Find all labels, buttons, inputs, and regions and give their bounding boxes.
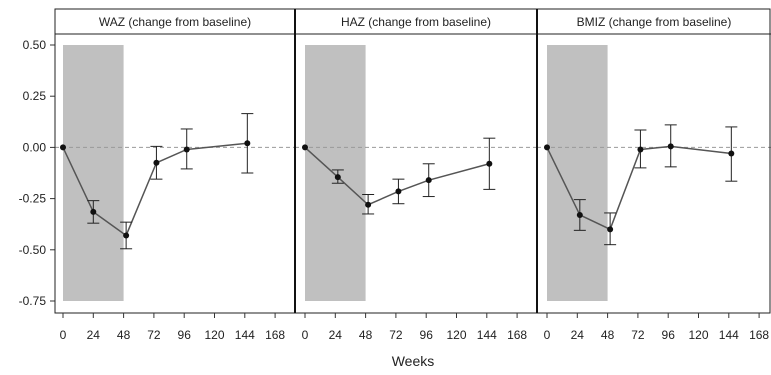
data-point — [576, 211, 583, 218]
x-tick-label: 120 — [204, 328, 224, 342]
shaded-treatment-region — [63, 45, 124, 301]
data-point — [153, 159, 160, 166]
series-line — [304, 146, 490, 206]
data-point — [365, 201, 372, 208]
data-point — [395, 188, 402, 195]
panel-title: HAZ (change from baseline) — [341, 15, 491, 29]
y-tick-label: -0.25 — [19, 192, 47, 206]
series-line — [546, 145, 732, 231]
data-point — [607, 226, 614, 233]
x-tick-label: 72 — [147, 328, 161, 342]
x-tick-label: 72 — [631, 328, 645, 342]
data-point — [486, 160, 493, 167]
x-tick-label: 144 — [235, 328, 255, 342]
shaded-treatment-region — [547, 45, 608, 301]
x-tick-label: 48 — [601, 328, 615, 342]
x-tick-label: 168 — [507, 328, 527, 342]
x-tick-label: 168 — [749, 328, 769, 342]
x-tick-label: 0 — [544, 328, 551, 342]
data-point — [183, 146, 190, 153]
data-point — [544, 144, 550, 151]
x-tick-label: 48 — [359, 328, 373, 342]
x-tick-label: 96 — [662, 328, 676, 342]
x-axis-label: Weeks — [392, 353, 435, 369]
panel-title: BMIZ (change from baseline) — [577, 15, 732, 29]
y-tick-label: -0.50 — [19, 243, 47, 257]
data-point — [637, 146, 644, 153]
panel-title: WAZ (change from baseline) — [99, 15, 251, 29]
shaded-treatment-region — [305, 45, 366, 301]
x-tick-label: 168 — [265, 328, 285, 342]
data-point — [728, 150, 735, 157]
x-tick-label: 24 — [329, 328, 343, 342]
x-tick-label: 120 — [446, 328, 466, 342]
x-tick-label: 0 — [60, 328, 67, 342]
data-point — [90, 208, 97, 215]
data-point — [334, 174, 341, 181]
x-tick-label: 0 — [302, 328, 309, 342]
data-point — [667, 143, 674, 150]
data-point — [244, 140, 251, 147]
data-point — [60, 144, 66, 151]
x-tick-label: 96 — [178, 328, 192, 342]
x-tick-label: 24 — [571, 328, 585, 342]
x-tick-label: 72 — [389, 328, 403, 342]
data-point — [302, 144, 308, 151]
x-tick-label: 144 — [477, 328, 497, 342]
series-line — [62, 142, 248, 237]
x-tick-label: 96 — [420, 328, 434, 342]
data-point — [123, 232, 130, 239]
y-tick-label: 0.00 — [23, 140, 47, 154]
y-tick-label: 0.25 — [23, 89, 47, 103]
x-tick-label: 24 — [87, 328, 101, 342]
x-tick-label: 144 — [719, 328, 739, 342]
y-tick-label: 0.50 — [23, 38, 47, 52]
y-tick-label: -0.75 — [19, 294, 47, 308]
x-tick-label: 120 — [688, 328, 708, 342]
x-tick-label: 48 — [117, 328, 131, 342]
data-point — [425, 177, 432, 184]
